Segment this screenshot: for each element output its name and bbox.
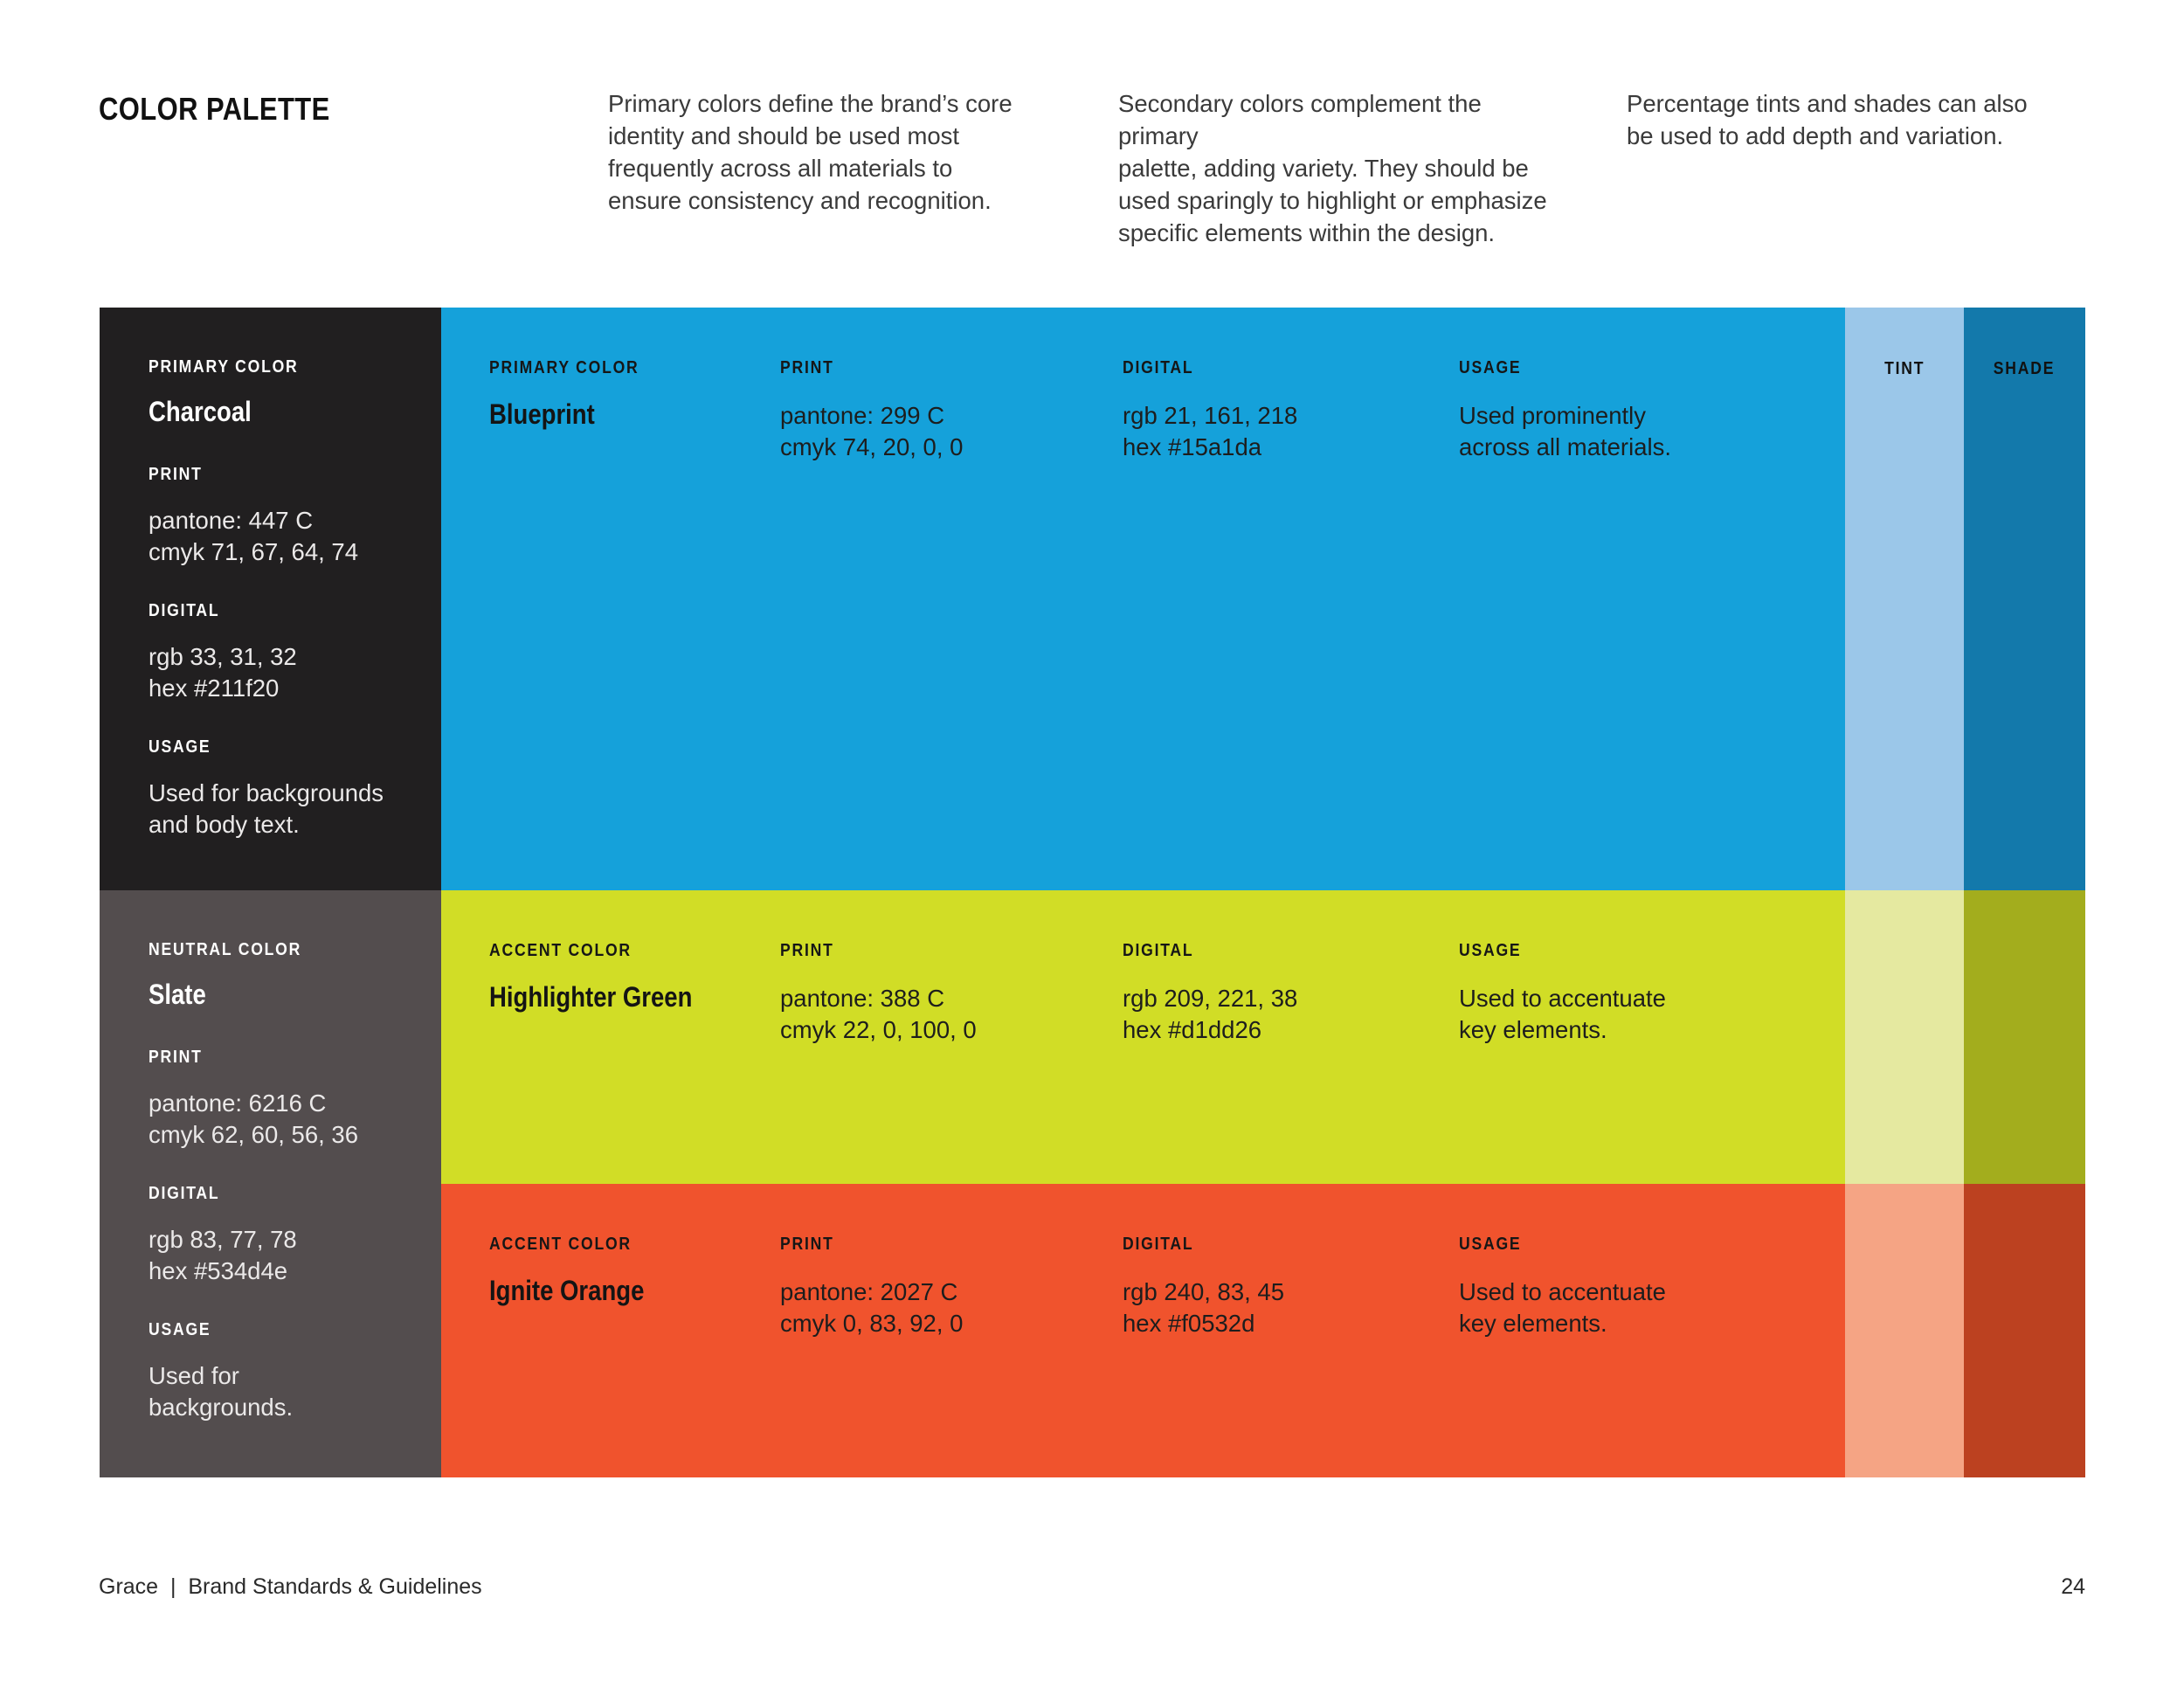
swatch-row-ignite-orange: ACCENT COLOR Ignite Orange PRINT pantone… — [441, 1184, 2085, 1477]
swatch-card-charcoal: PRIMARY COLOR Charcoal PRINT pantone: 44… — [100, 308, 441, 890]
blueprint-print-values: pantone: 299 C cmyk 74, 20, 0, 0 — [780, 402, 964, 460]
blueprint-name: Blueprint — [489, 398, 595, 430]
slate-print-values: pantone: 6216 C cmyk 62, 60, 56, 36 — [149, 1090, 358, 1148]
blueprint-digital-values: rgb 21, 161, 218 hex #15a1da — [1123, 402, 1298, 460]
slate-digital-section: DIGITAL rgb 83, 77, 78 hex #534d4e — [149, 1185, 410, 1287]
color-palette-grid: PRIMARY COLOR Charcoal PRINT pantone: 44… — [100, 308, 2085, 1477]
green-usage-column: USAGE Used to accentuate key elements. — [1459, 942, 1826, 1046]
slate-category-label: NEUTRAL COLOR — [149, 940, 302, 959]
usage-label: USAGE — [149, 1320, 211, 1339]
green-category-label: ACCENT COLOR — [489, 941, 632, 960]
orange-digital-values: rgb 240, 83, 45 hex #f0532d — [1123, 1278, 1285, 1337]
charcoal-name: Charcoal — [149, 396, 252, 427]
orange-print-values: pantone: 2027 C cmyk 0, 83, 92, 0 — [780, 1278, 964, 1337]
green-tint-swatch — [1845, 890, 1964, 1184]
orange-tint-swatch — [1845, 1184, 1964, 1477]
blueprint-usage-column: USAGE Used prominently across all materi… — [1459, 359, 1826, 463]
print-label: PRINT — [149, 1048, 203, 1067]
digital-label: DIGITAL — [149, 601, 220, 620]
shade-label: SHADE — [1994, 359, 2056, 378]
charcoal-digital-section: DIGITAL rgb 33, 31, 32 hex #211f20 — [149, 602, 410, 704]
slate-name: Slate — [149, 979, 206, 1010]
charcoal-category-label: PRIMARY COLOR — [149, 357, 299, 377]
green-name-column: ACCENT COLOR Highlighter Green — [489, 941, 769, 1013]
charcoal-digital-values: rgb 33, 31, 32 hex #211f20 — [149, 643, 297, 702]
print-label: PRINT — [780, 1235, 834, 1254]
charcoal-print-section: PRINT pantone: 447 C cmyk 71, 67, 64, 74 — [149, 466, 410, 568]
green-shade-swatch — [1964, 890, 2085, 1184]
blueprint-print-column: PRINT pantone: 299 C cmyk 74, 20, 0, 0 — [780, 359, 1112, 463]
usage-label: USAGE — [1459, 358, 1522, 377]
green-print-values: pantone: 388 C cmyk 22, 0, 100, 0 — [780, 985, 977, 1043]
slate-print-section: PRINT pantone: 6216 C cmyk 62, 60, 56, 3… — [149, 1048, 410, 1151]
slate-usage-values: Used for backgrounds. — [149, 1362, 294, 1421]
green-digital-values: rgb 209, 221, 38 hex #d1dd26 — [1123, 985, 1298, 1043]
usage-label: USAGE — [149, 737, 211, 757]
footer-page-number: 24 — [2061, 1574, 2085, 1599]
page-title: COLOR PALETTE — [99, 91, 368, 128]
blueprint-name-column: PRIMARY COLOR Blueprint — [489, 358, 769, 430]
orange-print-column: PRINT pantone: 2027 C cmyk 0, 83, 92, 0 — [780, 1235, 1112, 1339]
digital-label: DIGITAL — [1123, 1235, 1194, 1254]
charcoal-print-values: pantone: 447 C cmyk 71, 67, 64, 74 — [149, 507, 358, 565]
swatch-row-blueprint: PRIMARY COLOR Blueprint PRINT pantone: 2… — [441, 308, 2085, 890]
digital-label: DIGITAL — [1123, 358, 1194, 377]
green-name: Highlighter Green — [489, 981, 693, 1013]
blueprint-category-label: PRIMARY COLOR — [489, 358, 639, 377]
blueprint-digital-column: DIGITAL rgb 21, 161, 218 hex #15a1da — [1123, 359, 1455, 463]
blueprint-usage-values: Used prominently across all materials. — [1459, 402, 1671, 460]
orange-digital-column: DIGITAL rgb 240, 83, 45 hex #f0532d — [1123, 1235, 1455, 1339]
charcoal-usage-section: USAGE Used for backgrounds and body text… — [149, 738, 410, 841]
slate-digital-values: rgb 83, 77, 78 hex #534d4e — [149, 1226, 297, 1284]
usage-label: USAGE — [1459, 941, 1522, 960]
print-label: PRINT — [149, 465, 203, 484]
green-print-column: PRINT pantone: 388 C cmyk 22, 0, 100, 0 — [780, 942, 1112, 1046]
orange-category-label: ACCENT COLOR — [489, 1235, 632, 1254]
orange-usage-column: USAGE Used to accentuate key elements. — [1459, 1235, 1826, 1339]
charcoal-usage-values: Used for backgrounds and body text. — [149, 779, 384, 838]
orange-usage-values: Used to accentuate key elements. — [1459, 1278, 1666, 1337]
swatch-card-slate: NEUTRAL COLOR Slate PRINT pantone: 6216 … — [100, 890, 441, 1477]
usage-label: USAGE — [1459, 1235, 1522, 1254]
blueprint-shade-swatch: SHADE — [1964, 308, 2085, 890]
intro-primary-colors: Primary colors define the brand’s core i… — [608, 90, 1013, 214]
print-label: PRINT — [780, 941, 834, 960]
blueprint-tint-swatch: TINT — [1845, 308, 1964, 890]
digital-label: DIGITAL — [149, 1184, 220, 1203]
orange-name: Ignite Orange — [489, 1275, 645, 1306]
digital-label: DIGITAL — [1123, 941, 1194, 960]
footer-document-title: Grace | Brand Standards & Guidelines — [99, 1574, 482, 1599]
orange-name-column: ACCENT COLOR Ignite Orange — [489, 1235, 769, 1306]
swatch-row-highlighter-green: ACCENT COLOR Highlighter Green PRINT pan… — [441, 890, 2085, 1184]
print-label: PRINT — [780, 358, 834, 377]
orange-shade-swatch — [1964, 1184, 2085, 1477]
slate-usage-section: USAGE Used for backgrounds. — [149, 1321, 410, 1423]
tint-label: TINT — [1883, 359, 1925, 378]
intro-tints-shades: Percentage tints and shades can also be … — [1627, 90, 2028, 149]
green-usage-values: Used to accentuate key elements. — [1459, 985, 1666, 1043]
intro-secondary-colors: Secondary colors complement the primary … — [1118, 90, 1547, 246]
green-digital-column: DIGITAL rgb 209, 221, 38 hex #d1dd26 — [1123, 942, 1455, 1046]
page-title-text: COLOR PALETTE — [99, 91, 330, 127]
